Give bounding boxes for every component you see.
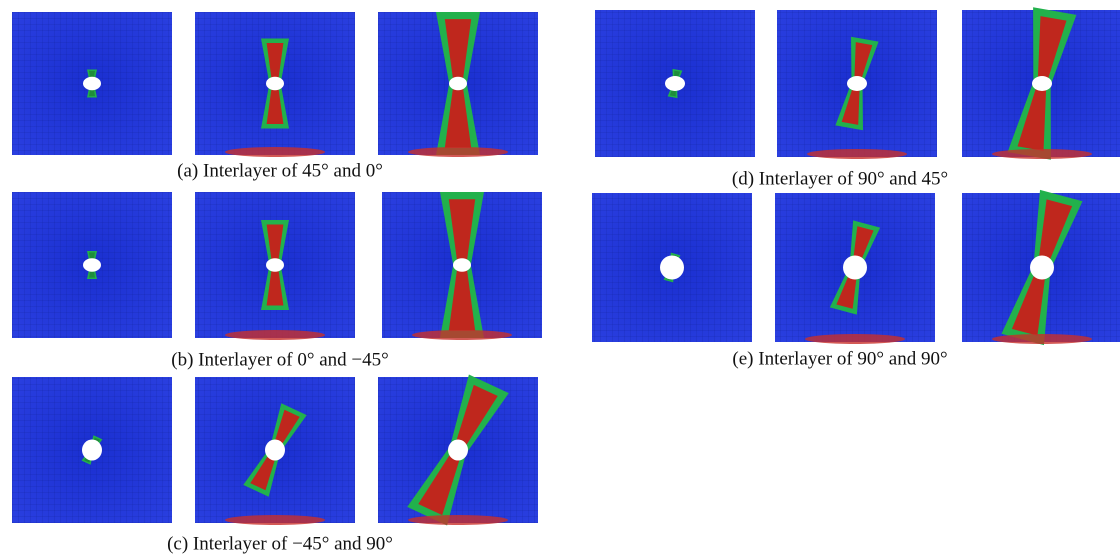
edge-damage xyxy=(992,334,1092,344)
edge-damage xyxy=(225,330,325,340)
hole xyxy=(665,76,685,91)
hole xyxy=(82,440,102,461)
hole xyxy=(843,256,867,280)
edge-damage xyxy=(408,515,508,525)
simulation-panel xyxy=(382,192,542,340)
hole xyxy=(266,258,284,272)
simulation-panel xyxy=(195,192,355,340)
edge-damage xyxy=(408,147,508,157)
hole xyxy=(265,440,285,461)
edge-damage xyxy=(805,334,905,344)
simulation-panel xyxy=(12,377,172,523)
caption: (d) Interlayer of 90° and 45° xyxy=(732,168,948,189)
hole xyxy=(83,258,101,272)
simulation-panel xyxy=(775,193,935,344)
edge-damage xyxy=(225,147,325,157)
simulation-panel xyxy=(195,377,355,525)
edge-damage xyxy=(225,515,325,525)
simulation-panel xyxy=(595,10,755,157)
simulation-panel xyxy=(12,12,172,155)
figure: (a) Interlayer of 45° and 0° (b) Interla… xyxy=(0,0,1120,557)
hole xyxy=(1032,76,1052,91)
caption: (c) Interlayer of −45° and 90° xyxy=(167,533,393,554)
simulation-panel xyxy=(378,375,538,526)
hole xyxy=(266,77,284,91)
simulation-panel xyxy=(378,12,538,157)
edge-damage xyxy=(992,149,1092,159)
simulation-panel xyxy=(195,12,355,157)
caption: (b) Interlayer of 0° and −45° xyxy=(171,349,388,370)
caption: (e) Interlayer of 90° and 90° xyxy=(732,348,947,369)
panels xyxy=(12,7,1120,525)
edge-damage xyxy=(412,330,512,340)
hole xyxy=(83,77,101,91)
hole xyxy=(448,440,468,461)
hole xyxy=(1030,256,1054,280)
edge-damage xyxy=(807,149,907,159)
hole xyxy=(453,258,471,272)
hole xyxy=(847,76,867,91)
simulation-panel xyxy=(962,7,1120,159)
simulation-panel xyxy=(592,193,752,342)
simulation-panel xyxy=(962,190,1120,345)
hole xyxy=(660,256,684,280)
caption: (a) Interlayer of 45° and 0° xyxy=(177,160,383,181)
simulation-panel xyxy=(777,10,937,159)
hole xyxy=(449,77,467,91)
simulation-panel xyxy=(12,192,172,338)
